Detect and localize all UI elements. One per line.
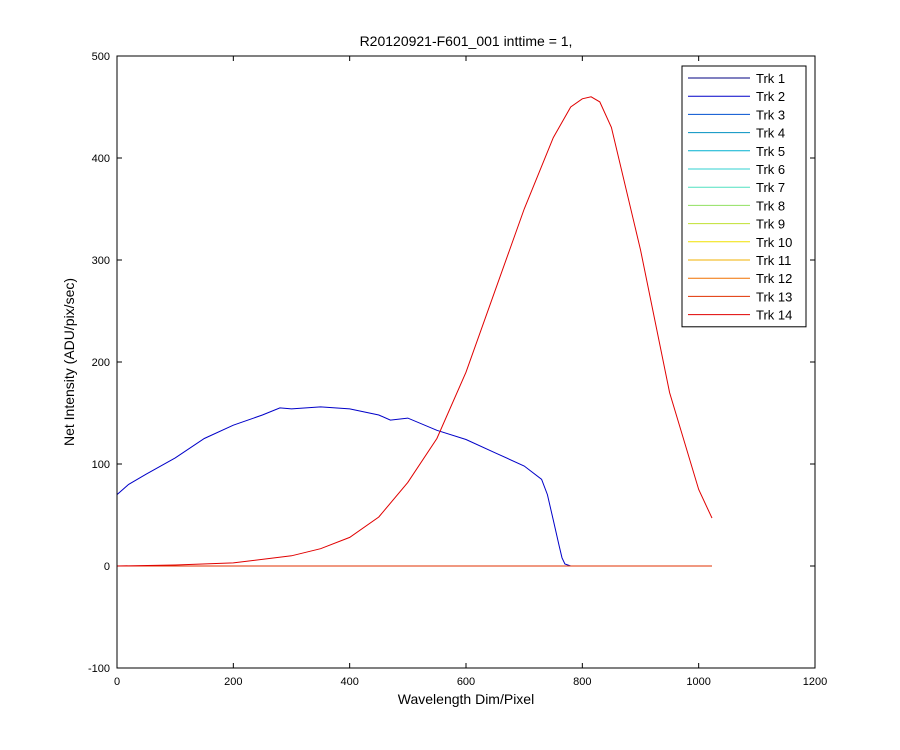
- axes-box: [116, 55, 816, 669]
- series-line-trk-2: [116, 406, 712, 567]
- x-tick-label: 400: [340, 676, 358, 688]
- legend-label: Trk 5: [756, 144, 785, 159]
- y-tick-label: 100: [92, 459, 110, 471]
- x-tick-label: 800: [573, 676, 591, 688]
- y-axis-label: Net Intensity (ADU/pix/sec): [61, 278, 77, 446]
- legend-label: Trk 1: [756, 71, 785, 86]
- legend-label: Trk 3: [756, 107, 785, 122]
- y-tick-label: 400: [92, 153, 110, 165]
- legend-label: Trk 12: [756, 271, 792, 286]
- legend-label: Trk 4: [756, 126, 785, 141]
- x-tick-label: 0: [114, 676, 120, 688]
- legend-label: Trk 6: [756, 162, 785, 177]
- y-tick-label: 500: [92, 51, 110, 63]
- legend-label: Trk 13: [756, 289, 792, 304]
- y-tick-label: -100: [88, 663, 110, 675]
- y-tick-label: 300: [92, 255, 110, 267]
- legend-label: Trk 7: [756, 180, 785, 195]
- y-tick-label: 200: [92, 357, 110, 369]
- legend-box: [681, 65, 807, 328]
- x-axis-label: Wavelength Dim/Pixel: [398, 691, 534, 707]
- legend-label: Trk 2: [756, 89, 785, 104]
- legend-label: Trk 11: [756, 253, 791, 268]
- legend-label: Trk 10: [756, 235, 792, 250]
- series-line-trk-14: [116, 96, 713, 567]
- axis-ticks: 0 200 400 600 800 1000 1200 -100 0 100 200 300 400 50…: [88, 51, 827, 688]
- legend-label: Trk 8: [756, 198, 785, 213]
- legend-label: Trk 9: [756, 217, 785, 232]
- chart-title: R20120921-F601_001 inttime = 1,: [360, 33, 573, 49]
- series-lines: [116, 96, 713, 567]
- x-tick-label: 600: [457, 676, 475, 688]
- legend-label: Trk 14: [756, 308, 792, 323]
- y-tick-label: 0: [104, 561, 110, 573]
- x-tick-label: 1200: [803, 676, 827, 688]
- x-tick-label: 1000: [686, 676, 710, 688]
- x-tick-label: 200: [224, 676, 242, 688]
- legend: Trk 1 Trk 2 Trk 3 Trk 4 Trk 5 Trk 6 Trk 7 Trk 8…: [681, 65, 807, 328]
